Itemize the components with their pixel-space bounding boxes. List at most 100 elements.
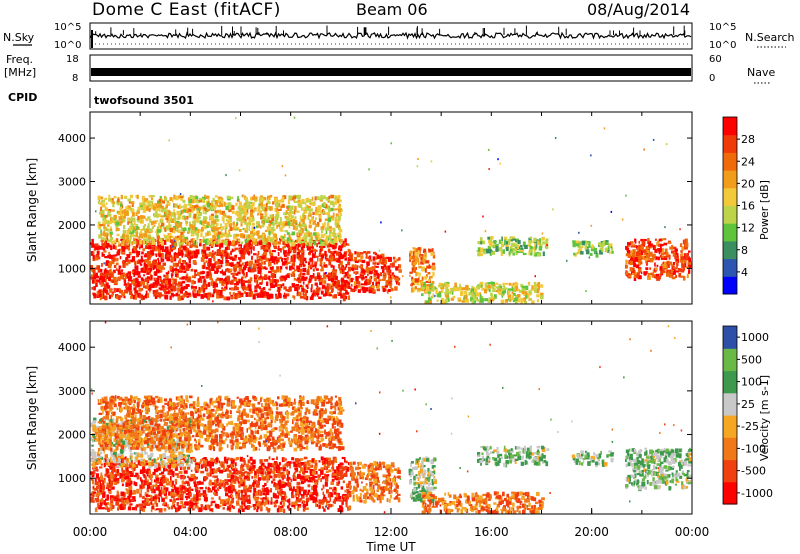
time-xlabel: Time UT [365,540,416,554]
power-ylabel: Slant Range [km] [25,158,39,262]
power-region-2 [348,251,402,294]
velocity-ylabel: Slant Range [km] [25,366,39,470]
velocity-colorbar-tick-label: -25 [741,420,759,433]
noise-tick-top-left: 10^5 [54,22,81,33]
velocity-colorbar-cell [723,481,737,505]
velocity-ytick-label: 1000 [58,472,86,485]
power-colorbar: 4 8 12 16 20 24 28 [722,116,755,295]
velocity-colorbar-label: Velocity [m s-1] [758,375,771,461]
velocity-colorbar-tick-label: 25 [741,398,755,411]
velocity-colorbar-cell [723,459,737,483]
noise-strip: N.Sky 10^5 10^0 10^5 10^0 N.Search [3,22,795,51]
freq-tick-bottom: 8 [72,73,78,84]
noise-tick-bottom-left: 10^0 [54,40,81,51]
freq-tick-top: 18 [66,54,79,65]
velocity-colorbar-tick-label: 1000 [741,331,769,344]
power-panel: 1000 2000 3000 4000 Slant Range [km] 4 8 12 16… [25,111,771,305]
nave-tick-top: 60 [709,54,722,65]
power-colorbar-cell [723,223,737,242]
velocity-colorbar-cell [723,348,737,372]
power-colorbar-tick-label: 4 [741,266,748,279]
power-colorbar-cell [723,187,737,206]
power-colorbar-cell [723,152,737,171]
velocity-region-8 [625,447,692,492]
power-colorbar-cell [723,258,737,277]
velocity-panel: 1000 2000 3000 4000 Slant Range [km] 1000 50… [25,320,773,554]
power-colorbar-cell [723,276,737,295]
beam-title: Beam 06 [356,0,428,19]
power-colorbar-cell [723,117,737,136]
time-tick-label: 08:00 [273,525,308,539]
freq-label-2: [MHz] [4,66,36,79]
noise-trace [90,25,692,48]
velocity-region-4 [408,456,437,504]
power-ytick-label: 2000 [58,219,86,232]
velocity-specks [90,321,683,514]
velocity-colorbar-tick-label: -100 [741,442,766,455]
power-ytick-label: 3000 [58,176,86,189]
velocity-axis: 1000 2000 3000 4000 [58,321,692,514]
nsky-label: N.Sky [3,31,35,44]
power-ytick-label: 1000 [58,262,86,275]
noise-tick-top-right: 10^5 [709,22,736,33]
velocity-colorbar-cell [723,415,737,438]
time-tick-label: 16:00 [474,525,509,539]
power-axis: 1000 2000 3000 4000 [58,112,692,304]
velocity-colorbar-cell [723,392,737,416]
velocity-ytick-label: 2000 [58,429,86,442]
velocity-colorbar-cell [723,326,737,349]
freq-strip: Freq. [MHz] 18 8 60 0 Nave [4,53,775,84]
noise-sky-line [90,31,692,40]
velocity-region-6 [476,445,550,468]
power-data [90,116,692,304]
power-colorbar-tick-label: 20 [741,177,755,190]
power-colorbar-label: Power [dB] [758,180,771,240]
velocity-ytick-label: 3000 [58,385,86,398]
time-tick-label: 00:00 [675,525,710,539]
velocity-colorbar: 1000 500 100 25 -25 -100 -500 -1000 [722,325,773,505]
velocity-region-2 [97,395,345,453]
velocity-colorbar-cell [723,437,737,461]
velocity-colorbar-tick-label: -500 [741,465,766,478]
power-colorbar-cell [723,205,737,224]
power-colorbar-cell [723,170,737,189]
nave-band [91,68,691,76]
power-colorbar-cell [723,240,737,260]
power-colorbar-tick-label: 24 [741,155,755,168]
power-region-5 [476,236,549,257]
power-specks [95,116,685,303]
velocity-colorbar-tick-label: 500 [741,353,762,366]
power-region-0 [90,238,352,302]
velocity-region-7 [571,450,615,468]
power-colorbar-cell [723,134,737,153]
cpid-value: twofsound 3501 [94,94,194,107]
nave-tick-bottom: 0 [709,73,715,84]
date-title: 08/Aug/2014 [587,0,690,19]
power-ytick-label: 4000 [58,132,86,145]
power-region-6 [572,240,614,258]
freq-label-1: Freq. [6,53,33,66]
velocity-data [90,321,692,514]
velocity-region-3 [348,460,401,504]
velocity-colorbar-tick-label: 100 [741,376,762,389]
station-title: Dome C East (fitACF) [92,0,281,20]
cpid-strip: CPID twofsound 3501 [8,88,194,108]
power-colorbar-tick-label: 16 [741,200,755,213]
nsearch-label: N.Search [745,31,795,44]
power-colorbar-tick-label: 8 [741,244,748,257]
noise-tick-bottom-right: 10^0 [709,40,736,51]
power-colorbar-tick-label: 12 [741,222,755,235]
cpid-label: CPID [8,91,37,104]
nave-label: Nave [747,66,775,79]
power-region-4 [421,281,544,304]
power-region-7 [625,238,692,281]
power-region-1 [97,194,343,247]
velocity-colorbar-cell [723,370,737,394]
time-axis: 00:00 04:00 08:00 12:00 16:00 20:00 00:00 [73,508,710,539]
velocity-colorbar-tick-label: -1000 [741,487,773,500]
velocity-region-5 [421,491,545,514]
time-tick-label: 00:00 [73,525,108,539]
time-tick-label: 20:00 [574,525,609,539]
time-tick-label: 12:00 [374,525,409,539]
